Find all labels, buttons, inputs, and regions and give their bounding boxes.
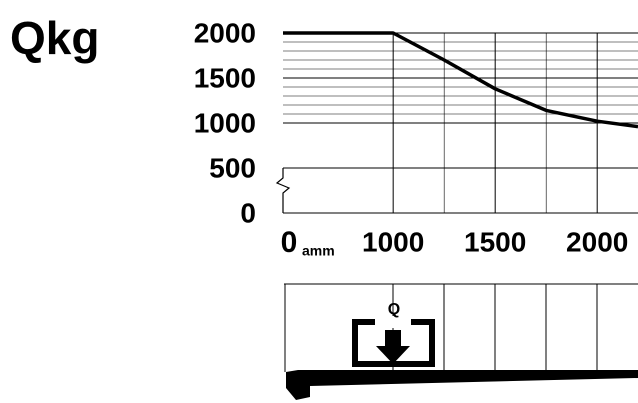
x-tick-label: 1000 bbox=[362, 226, 424, 257]
y-tick-label: 1000 bbox=[194, 107, 256, 138]
load-label: Q bbox=[388, 301, 400, 318]
chart-title: Qkg bbox=[10, 12, 99, 64]
y-tick-label: 1500 bbox=[194, 62, 256, 93]
y-tick-label: 2000 bbox=[194, 17, 256, 48]
x-tick-label: 1500 bbox=[464, 226, 526, 257]
y-tick-label: 500 bbox=[209, 152, 256, 183]
y-tick-label: 0 bbox=[240, 197, 256, 228]
load-curve bbox=[283, 33, 638, 127]
chart: Qkg 0 amm Q 0 500 1000 1500 2000 1000 1500 2000 bbox=[0, 0, 638, 403]
x-tick-label: 2000 bbox=[566, 226, 628, 257]
x-unit: amm bbox=[302, 243, 335, 259]
x-origin-label: 0 bbox=[281, 226, 298, 259]
axis-break bbox=[277, 168, 289, 213]
fork-diagram bbox=[284, 284, 638, 400]
